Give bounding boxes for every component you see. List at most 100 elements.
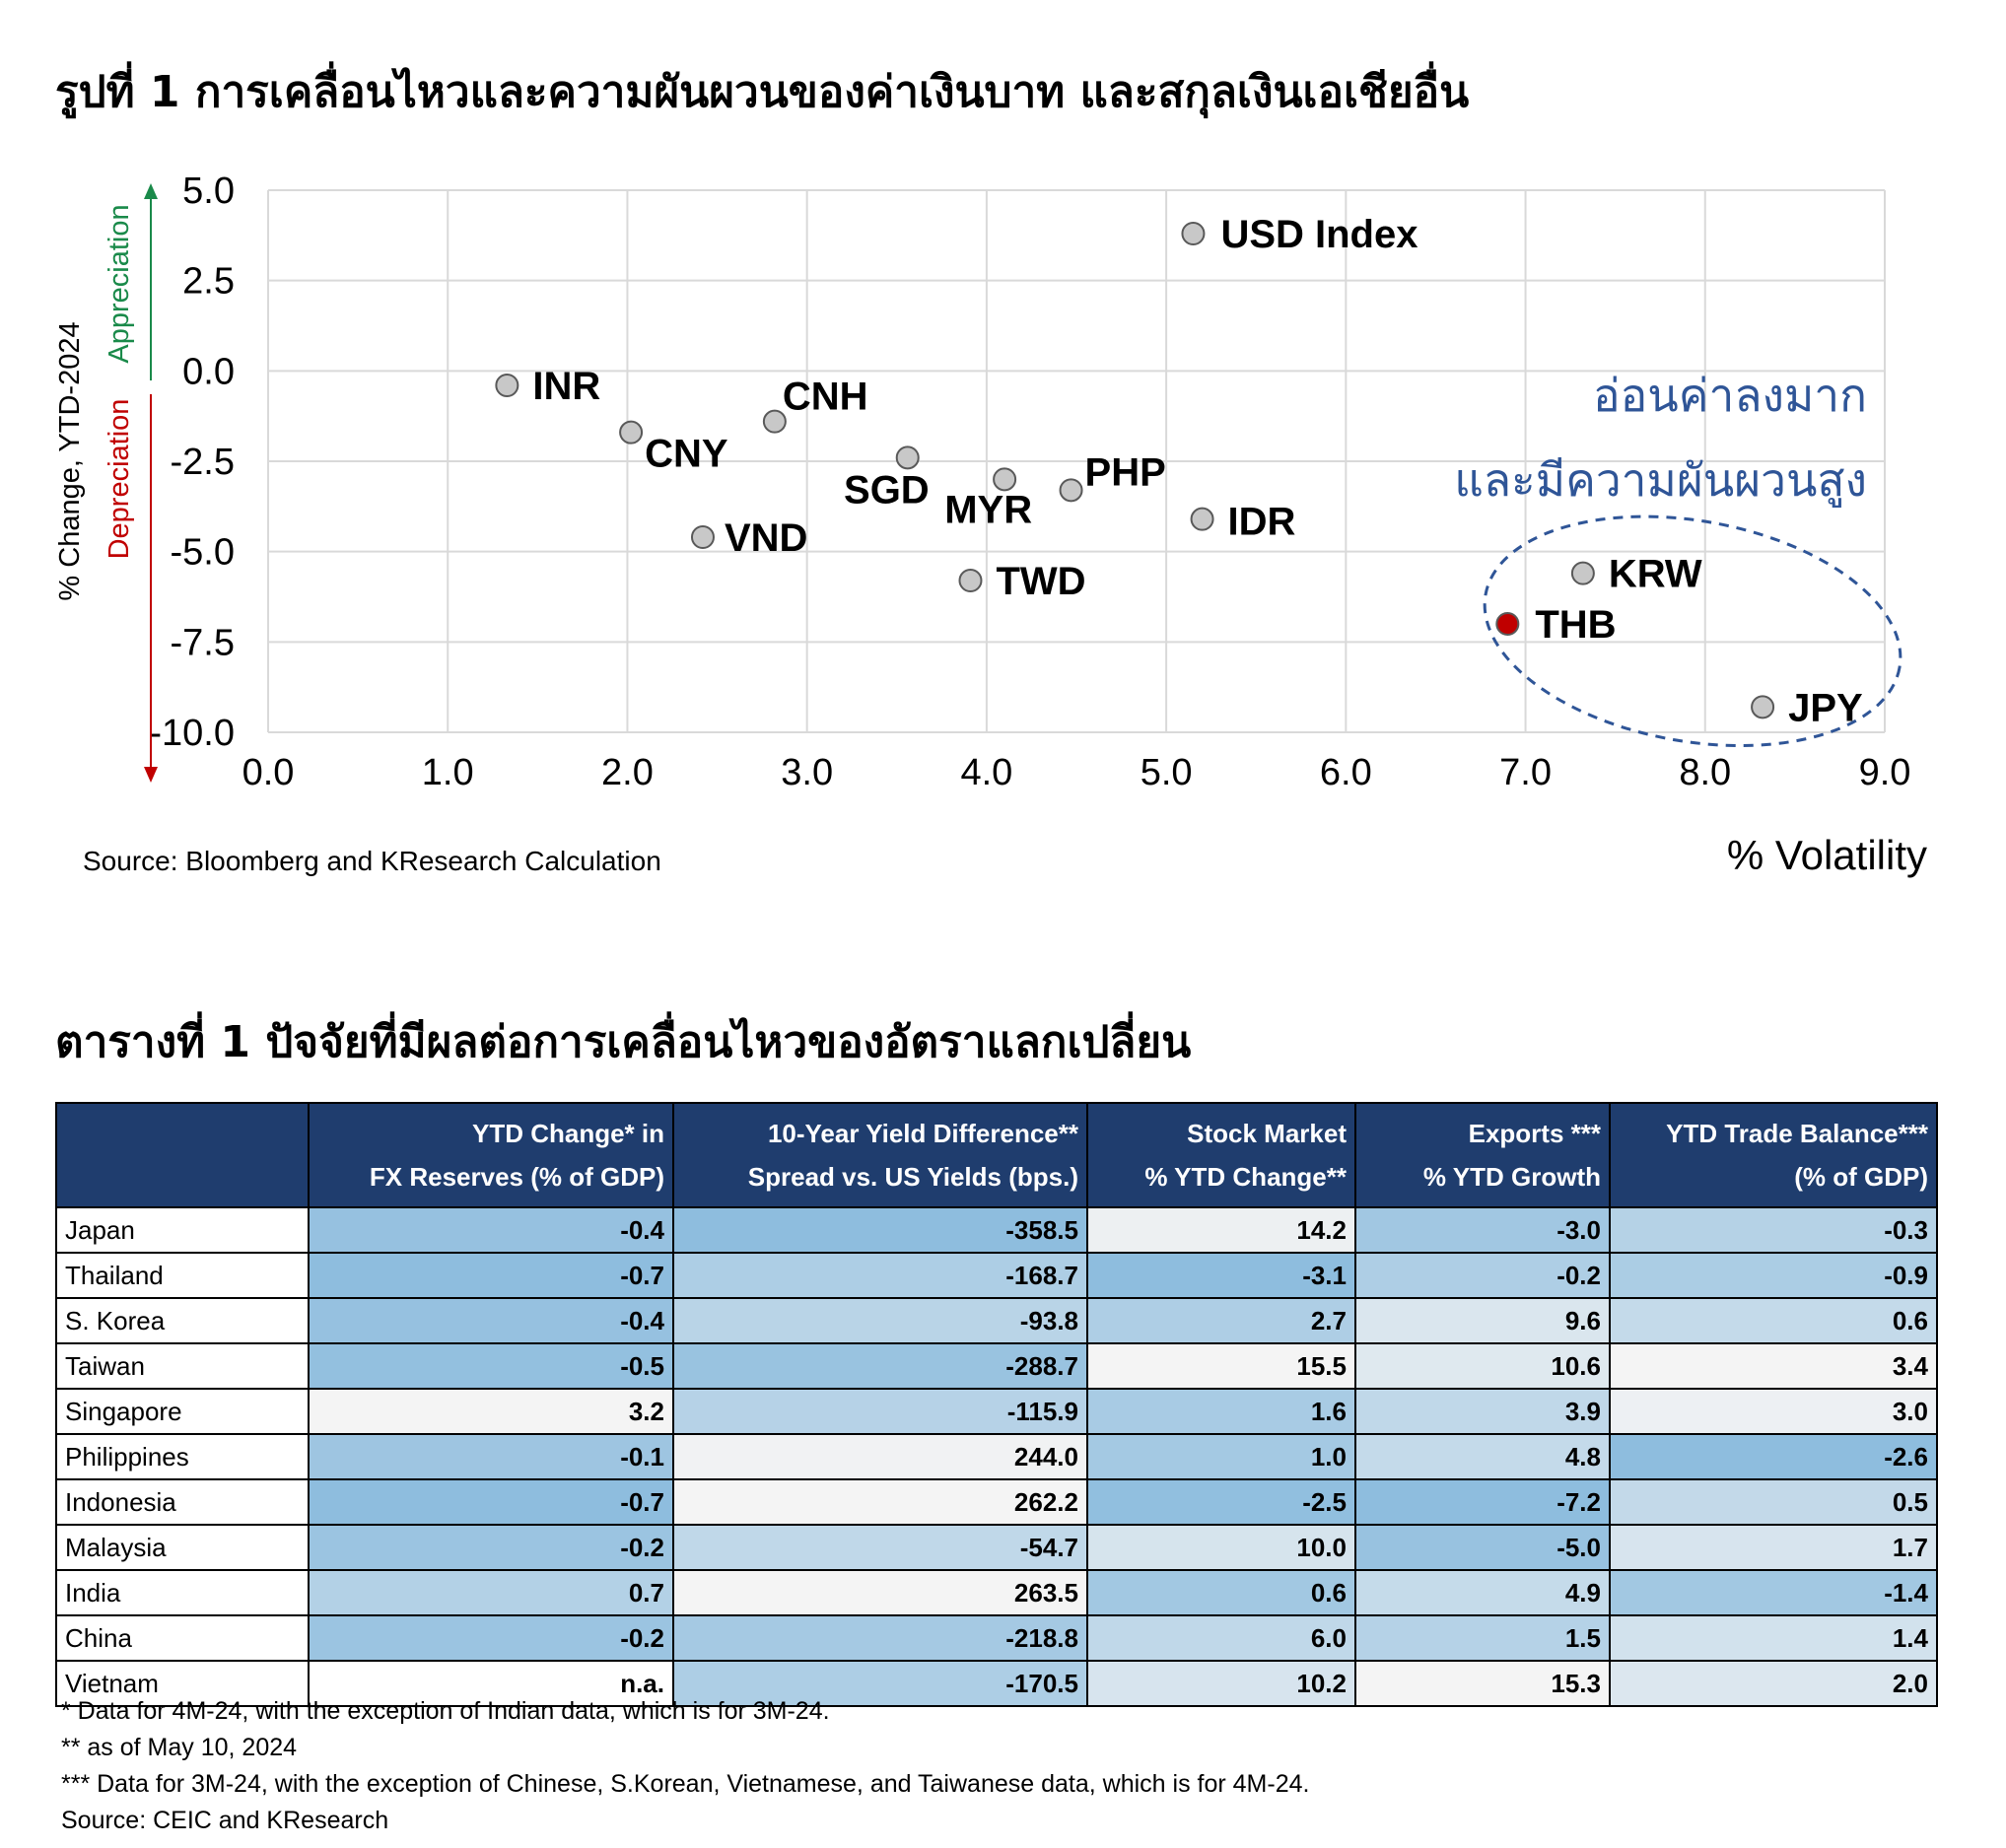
data-point [619, 420, 644, 445]
depreciation-arrowhead [144, 767, 158, 783]
table-notes: * Data for 4M-24, with the exception of … [61, 1693, 1309, 1839]
value-cell: 1.0 [1086, 1433, 1356, 1480]
table-header-row: YTD Change* in FX Reserves (% of GDP) 10-Y… [55, 1102, 1938, 1208]
value-cell: -0.2 [1354, 1252, 1611, 1299]
chart-points: USD Index INR CNY CNH SGD MYR PHP IDR VND TWD KRW T… [495, 213, 1863, 729]
y-axis-label: % Change, YTD-2024 [54, 321, 86, 600]
value-cell: -7.2 [1354, 1478, 1611, 1526]
value-cell: 6.0 [1086, 1614, 1356, 1662]
table-row: Indonesia -0.7 262.2 -2.5 -7.2 0.5 [55, 1478, 1938, 1526]
country-cell: S. Korea [55, 1297, 310, 1344]
country-cell: Japan [55, 1206, 310, 1254]
note-1: * Data for 4M-24, with the exception of … [61, 1697, 830, 1725]
y-tick-label: 2.5 [182, 261, 235, 303]
data-label: CNH [783, 376, 868, 419]
value-cell: 10.2 [1086, 1660, 1356, 1707]
table-header-text: % YTD Change** [1144, 1162, 1347, 1192]
value-cell: -358.5 [672, 1206, 1088, 1254]
data-label: USD Index [1220, 213, 1418, 256]
y-tick-label: 0.0 [182, 351, 235, 392]
scatter-chart: 0.0 1.0 2.0 3.0 4.0 5.0 6.0 7.0 8.0 9.05.02.50.0-… [54, 171, 1927, 878]
value-cell: -0.7 [308, 1252, 674, 1299]
country-cell: Indonesia [55, 1478, 310, 1526]
table-header-text: (% of GDP) [1794, 1162, 1928, 1192]
value-cell: 0.6 [1609, 1297, 1938, 1344]
table-header-cell [55, 1102, 310, 1208]
country-cell: Thailand [55, 1252, 310, 1299]
data-label: SGD [844, 468, 930, 512]
table-row: Thailand -0.7 -168.7 -3.1 -0.2 -0.9 [55, 1252, 1938, 1299]
value-cell: -170.5 [672, 1660, 1088, 1707]
x-tick-label: 1.0 [422, 752, 474, 793]
value-cell: 15.3 [1354, 1660, 1611, 1707]
data-label: THB [1535, 603, 1616, 647]
table-header-cell: 10-Year Yield Difference** Spread vs. US … [672, 1102, 1088, 1208]
value-cell: -0.9 [1609, 1252, 1938, 1299]
value-cell: 4.9 [1354, 1569, 1611, 1616]
table-row: Malaysia -0.2 -54.7 10.0 -5.0 1.7 [55, 1524, 1938, 1571]
data-point [690, 525, 715, 549]
table-header-text: % YTD Growth [1422, 1162, 1601, 1192]
data-point [495, 374, 519, 397]
table-row: India 0.7 263.5 0.6 4.9 -1.4 [55, 1569, 1938, 1616]
table-header-text: YTD Change* in [471, 1119, 664, 1148]
value-cell: -0.7 [308, 1478, 674, 1526]
value-cell: 1.4 [1609, 1614, 1938, 1662]
table-header-text: YTD Trade Balance*** [1666, 1119, 1928, 1148]
table-row: Singapore 3.2 -115.9 1.6 3.9 3.0 [55, 1388, 1938, 1435]
y-tick-label: -10.0 [149, 713, 235, 754]
value-cell: -0.4 [308, 1206, 674, 1254]
country-cell: Taiwan [55, 1342, 310, 1390]
table-header-text: 10-Year Yield Difference** [767, 1119, 1078, 1148]
data-label: VND [725, 516, 807, 560]
chart-source: Source: Bloomberg and KResearch Calculat… [83, 846, 661, 876]
value-cell: 2.7 [1086, 1297, 1356, 1344]
note-2: ** as of May 10, 2024 [61, 1734, 298, 1761]
data-point [1495, 612, 1520, 636]
appreciation-label: Appreciation [104, 204, 135, 363]
table-header-cell: Exports *** % YTD Growth [1354, 1102, 1611, 1208]
value-cell: 1.5 [1354, 1614, 1611, 1662]
value-cell: 9.6 [1354, 1297, 1611, 1344]
table-header-text: Stock Market [1187, 1119, 1347, 1148]
data-point [1059, 478, 1083, 503]
data-point [958, 569, 983, 592]
depreciation-label: Depreciation [104, 399, 135, 560]
value-cell: 2.0 [1609, 1660, 1938, 1707]
data-label: CNY [645, 433, 728, 476]
country-cell: Vietnam [55, 1660, 310, 1707]
value-cell: -5.0 [1354, 1524, 1611, 1571]
data-label: KRW [1609, 553, 1702, 596]
table-row: Philippines -0.1 244.0 1.0 4.8 -2.6 [55, 1433, 1938, 1480]
x-tick-label: 2.0 [601, 752, 654, 793]
value-cell: 3.2 [308, 1388, 674, 1435]
table-header-text: Exports *** [1468, 1119, 1601, 1148]
value-cell: -54.7 [672, 1524, 1088, 1571]
x-tick-label: 4.0 [960, 752, 1012, 793]
value-cell: -115.9 [672, 1388, 1088, 1435]
note-4: Source: CEIC and KResearch [61, 1807, 389, 1834]
value-cell: 15.5 [1086, 1342, 1356, 1390]
value-cell: -0.2 [308, 1524, 674, 1571]
annotation-text: และมีความผันผวนสูง [1454, 453, 1867, 508]
data-label: INR [532, 365, 600, 408]
value-cell: 10.0 [1086, 1524, 1356, 1571]
data-point [1751, 695, 1775, 719]
value-cell: 1.6 [1086, 1388, 1356, 1435]
data-point [895, 445, 920, 470]
value-cell: -3.0 [1354, 1206, 1611, 1254]
value-cell: -2.5 [1086, 1478, 1356, 1526]
data-point [762, 409, 787, 434]
country-cell: Philippines [55, 1433, 310, 1480]
value-cell: -0.2 [308, 1614, 674, 1662]
value-cell: -0.1 [308, 1433, 674, 1480]
country-cell: India [55, 1569, 310, 1616]
value-cell: 0.6 [1086, 1569, 1356, 1616]
table-header-text: FX Reserves (% of GDP) [369, 1162, 664, 1192]
value-cell: 1.7 [1609, 1524, 1938, 1571]
y-tick-label: 5.0 [182, 171, 235, 212]
value-cell: -0.5 [308, 1342, 674, 1390]
table-row: Japan -0.4 -358.5 14.2 -3.0 -0.3 [55, 1206, 1938, 1254]
value-cell: 10.6 [1354, 1342, 1611, 1390]
factors-table: YTD Change* in FX Reserves (% of GDP) 10-Y… [55, 1102, 1938, 1707]
